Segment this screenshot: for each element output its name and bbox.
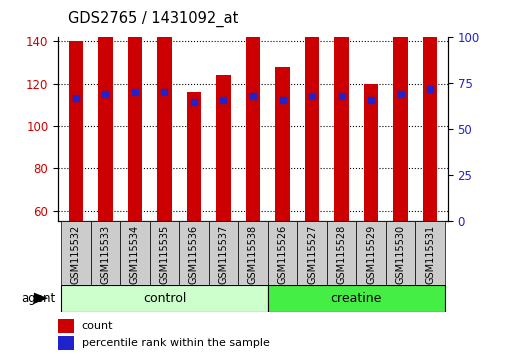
Bar — [127, 0, 142, 221]
Bar — [157, 0, 172, 221]
Bar — [90, 221, 120, 285]
Bar — [58, 319, 74, 333]
Bar — [267, 285, 444, 312]
Bar — [304, 37, 319, 221]
Bar — [68, 41, 83, 221]
Point — [337, 93, 345, 99]
Text: GSM115534: GSM115534 — [130, 224, 140, 284]
Text: GDS2765 / 1431092_at: GDS2765 / 1431092_at — [68, 10, 238, 27]
Text: GSM115535: GSM115535 — [159, 224, 169, 284]
Bar — [326, 221, 356, 285]
Point — [189, 99, 197, 104]
Point — [396, 91, 404, 97]
Bar — [275, 67, 289, 221]
Bar — [216, 75, 230, 221]
Point — [219, 97, 227, 103]
Bar — [333, 35, 348, 221]
Bar — [356, 221, 385, 285]
Text: agent: agent — [21, 292, 56, 305]
Text: GSM115533: GSM115533 — [100, 224, 110, 284]
Text: GSM115526: GSM115526 — [277, 224, 287, 284]
Point — [425, 86, 433, 92]
Bar — [58, 336, 74, 350]
Bar — [149, 221, 179, 285]
Text: count: count — [81, 321, 113, 331]
Bar — [267, 221, 296, 285]
Bar — [363, 84, 378, 221]
Bar — [415, 221, 444, 285]
Text: creatine: creatine — [330, 292, 381, 305]
Bar — [186, 92, 201, 221]
Point — [366, 97, 374, 103]
Text: percentile rank within the sample: percentile rank within the sample — [81, 338, 269, 348]
Point — [160, 90, 168, 95]
Point — [101, 91, 109, 97]
Text: GSM115530: GSM115530 — [395, 224, 405, 284]
Bar — [422, 0, 437, 221]
Text: control: control — [142, 292, 186, 305]
Bar — [385, 221, 415, 285]
Bar — [98, 10, 113, 221]
Text: GSM115536: GSM115536 — [188, 224, 198, 284]
Polygon shape — [34, 292, 48, 304]
Bar — [392, 10, 407, 221]
Point — [72, 95, 80, 101]
Text: GSM115537: GSM115537 — [218, 224, 228, 284]
Text: GSM115538: GSM115538 — [247, 224, 258, 284]
Point — [308, 93, 316, 99]
Text: GSM115527: GSM115527 — [307, 224, 317, 284]
Text: GSM115532: GSM115532 — [71, 224, 81, 284]
Text: GSM115528: GSM115528 — [336, 224, 346, 284]
Text: GSM115529: GSM115529 — [365, 224, 375, 284]
Point — [131, 90, 139, 95]
Point — [248, 93, 257, 99]
Bar — [208, 221, 238, 285]
Bar — [120, 221, 149, 285]
Text: GSM115531: GSM115531 — [424, 224, 434, 284]
Point — [278, 97, 286, 103]
Bar — [61, 285, 267, 312]
Bar — [61, 221, 90, 285]
Bar — [179, 221, 208, 285]
Bar — [297, 221, 326, 285]
Bar — [245, 22, 260, 221]
Bar — [238, 221, 267, 285]
